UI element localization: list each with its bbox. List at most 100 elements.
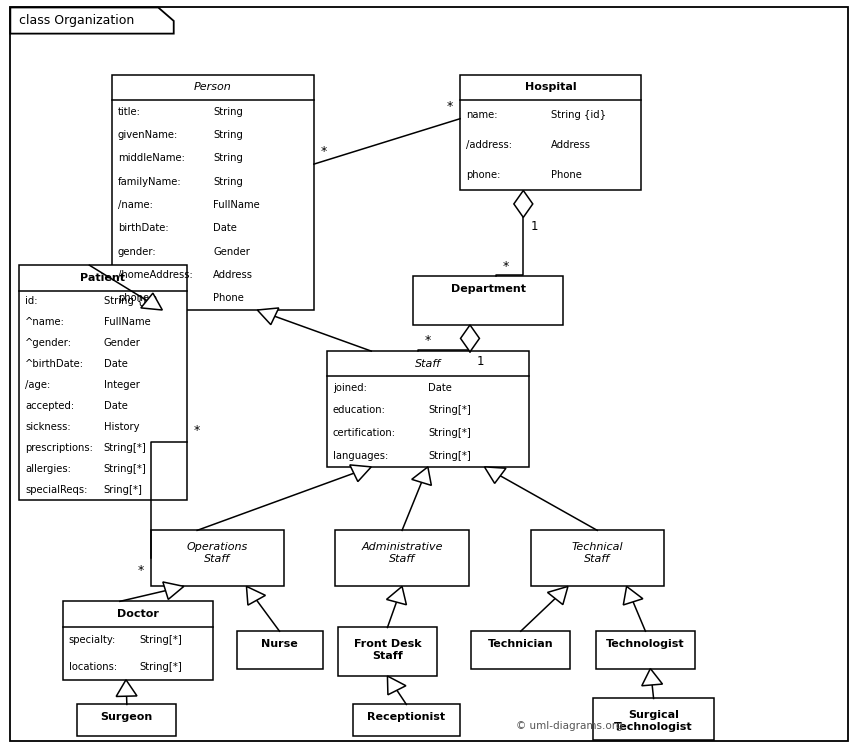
Polygon shape	[247, 586, 266, 605]
Text: Staff: Staff	[415, 359, 441, 369]
Text: ^gender:: ^gender:	[25, 338, 72, 348]
Text: Integer: Integer	[104, 380, 139, 390]
Text: ^name:: ^name:	[25, 317, 64, 327]
Text: Phone: Phone	[213, 294, 244, 303]
Text: String {id}: String {id}	[551, 110, 606, 120]
Text: *: *	[502, 260, 509, 273]
Text: name:: name:	[466, 110, 498, 120]
Text: Operations
Staff: Operations Staff	[187, 542, 248, 563]
Text: *: *	[194, 424, 200, 437]
Text: *: *	[425, 335, 431, 347]
FancyBboxPatch shape	[19, 265, 187, 500]
FancyBboxPatch shape	[63, 601, 213, 680]
Text: accepted:: accepted:	[25, 401, 74, 411]
Text: String[*]: String[*]	[104, 464, 146, 474]
Text: Address: Address	[213, 270, 253, 280]
Polygon shape	[514, 190, 533, 217]
Text: allergies:: allergies:	[25, 464, 71, 474]
Text: Gender: Gender	[213, 247, 250, 257]
FancyBboxPatch shape	[531, 530, 664, 586]
Polygon shape	[624, 586, 643, 605]
Text: Technician: Technician	[488, 639, 554, 649]
Text: locations:: locations:	[69, 662, 117, 672]
FancyBboxPatch shape	[413, 276, 563, 325]
Polygon shape	[461, 325, 480, 352]
Text: String[*]: String[*]	[428, 450, 471, 461]
Text: Receptionist: Receptionist	[367, 712, 445, 722]
Text: familyName:: familyName:	[118, 177, 181, 187]
Text: Address: Address	[551, 140, 591, 150]
Text: phone:: phone:	[118, 294, 152, 303]
FancyBboxPatch shape	[471, 631, 570, 669]
Polygon shape	[163, 582, 184, 599]
Text: String[*]: String[*]	[428, 428, 471, 438]
FancyBboxPatch shape	[327, 351, 529, 467]
Text: Person: Person	[194, 82, 231, 93]
Text: Date: Date	[428, 382, 452, 393]
Text: certification:: certification:	[333, 428, 396, 438]
Text: Doctor: Doctor	[117, 609, 159, 619]
Text: specialReqs:: specialReqs:	[25, 485, 88, 495]
FancyBboxPatch shape	[237, 631, 322, 669]
Text: title:: title:	[118, 107, 141, 117]
Text: Patient: Patient	[80, 273, 126, 283]
FancyBboxPatch shape	[77, 704, 176, 736]
Text: Hospital: Hospital	[525, 82, 576, 93]
Text: ^birthDate:: ^birthDate:	[25, 359, 84, 369]
Polygon shape	[484, 467, 506, 483]
Polygon shape	[386, 586, 407, 605]
Text: givenName:: givenName:	[118, 130, 178, 140]
Text: Surgical
Technologist: Surgical Technologist	[614, 710, 693, 731]
Text: FullName: FullName	[104, 317, 150, 327]
Polygon shape	[257, 308, 279, 325]
FancyBboxPatch shape	[353, 704, 460, 736]
Text: Date: Date	[104, 359, 127, 369]
Text: Technologist: Technologist	[606, 639, 685, 649]
Text: sickness:: sickness:	[25, 422, 71, 432]
Text: birthDate:: birthDate:	[118, 223, 169, 233]
Text: History: History	[104, 422, 139, 432]
FancyBboxPatch shape	[10, 7, 848, 741]
Text: specialty:: specialty:	[69, 635, 116, 645]
Text: *: *	[138, 565, 144, 577]
Text: 1: 1	[476, 355, 484, 368]
Text: education:: education:	[333, 406, 385, 415]
Polygon shape	[10, 7, 174, 34]
Polygon shape	[387, 676, 406, 695]
Text: © uml-diagrams.org: © uml-diagrams.org	[516, 721, 623, 731]
FancyBboxPatch shape	[335, 530, 469, 586]
Text: String: String	[213, 153, 243, 164]
FancyBboxPatch shape	[460, 75, 641, 190]
Text: Nurse: Nurse	[261, 639, 298, 649]
Text: gender:: gender:	[118, 247, 157, 257]
Text: Administrative
Staff: Administrative Staff	[361, 542, 443, 563]
Text: *: *	[447, 99, 453, 113]
Text: Phone: Phone	[551, 170, 582, 181]
FancyBboxPatch shape	[112, 75, 314, 310]
Polygon shape	[350, 465, 372, 482]
Text: String[*]: String[*]	[139, 662, 182, 672]
Text: String: String	[213, 107, 243, 117]
Text: class Organization: class Organization	[19, 14, 134, 27]
Text: String[*]: String[*]	[104, 443, 146, 453]
Text: String: String	[213, 130, 243, 140]
Text: Date: Date	[213, 223, 237, 233]
Text: Gender: Gender	[104, 338, 140, 348]
Text: Surgeon: Surgeon	[101, 712, 153, 722]
Text: Department: Department	[451, 284, 525, 294]
FancyBboxPatch shape	[150, 530, 284, 586]
Text: prescriptions:: prescriptions:	[25, 443, 93, 453]
Polygon shape	[412, 467, 432, 486]
Text: Sring[*]: Sring[*]	[104, 485, 143, 495]
Text: String: String	[213, 177, 243, 187]
Text: String[*]: String[*]	[139, 635, 182, 645]
Text: middleName:: middleName:	[118, 153, 185, 164]
Text: String {id}: String {id}	[104, 296, 159, 306]
Text: String[*]: String[*]	[428, 406, 471, 415]
FancyBboxPatch shape	[596, 631, 695, 669]
Text: /address:: /address:	[466, 140, 512, 150]
Text: /age:: /age:	[25, 380, 50, 390]
Text: joined:: joined:	[333, 382, 366, 393]
Text: *: *	[321, 145, 327, 158]
Text: 1: 1	[530, 220, 538, 233]
